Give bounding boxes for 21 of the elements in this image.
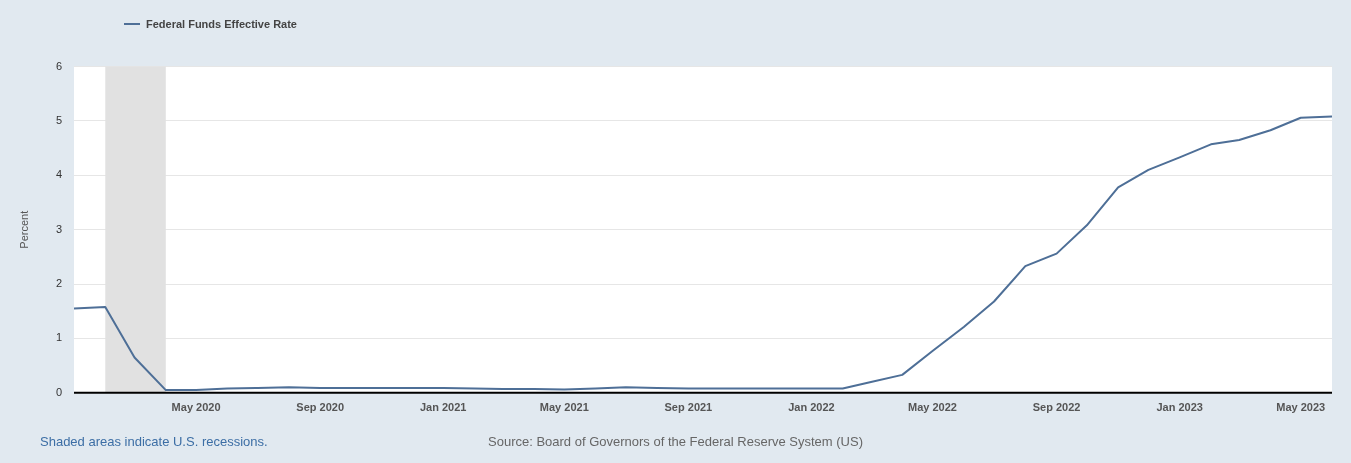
x-tick-label: May 2020 xyxy=(171,401,221,414)
y-tick-label: 4 xyxy=(55,168,62,181)
y-tick-label: 2 xyxy=(55,277,62,290)
y-tick-label: 3 xyxy=(55,222,62,235)
x-tick-label: Sep 2021 xyxy=(664,401,713,414)
x-tick-label: May 2021 xyxy=(539,401,589,414)
x-tick-label: Sep 2020 xyxy=(296,401,344,414)
x-tick-label: Jan 2021 xyxy=(419,401,467,414)
y-axis-title: Percent xyxy=(17,210,30,249)
text: Shaded areas indicate U.S. recessions. xyxy=(40,434,268,449)
x-tick-label: Jan 2023 xyxy=(1156,401,1203,414)
x-tick-label: Jan 2022 xyxy=(788,401,835,414)
y-tick-label: 0 xyxy=(55,385,62,398)
legend-label: Federal Funds Effective Rate xyxy=(146,18,297,30)
y-tick-label: 6 xyxy=(55,59,62,72)
x-tick-label: May 2023 xyxy=(1276,401,1326,414)
y-tick-label: 1 xyxy=(55,331,62,344)
source-note: Source: Board of Governors of the Federal Reserve System (US) xyxy=(488,434,863,449)
x-tick-label: May 2022 xyxy=(908,401,957,414)
y-tick-label: 5 xyxy=(55,114,62,126)
x-tick-label: Sep 2022 xyxy=(1032,401,1081,414)
